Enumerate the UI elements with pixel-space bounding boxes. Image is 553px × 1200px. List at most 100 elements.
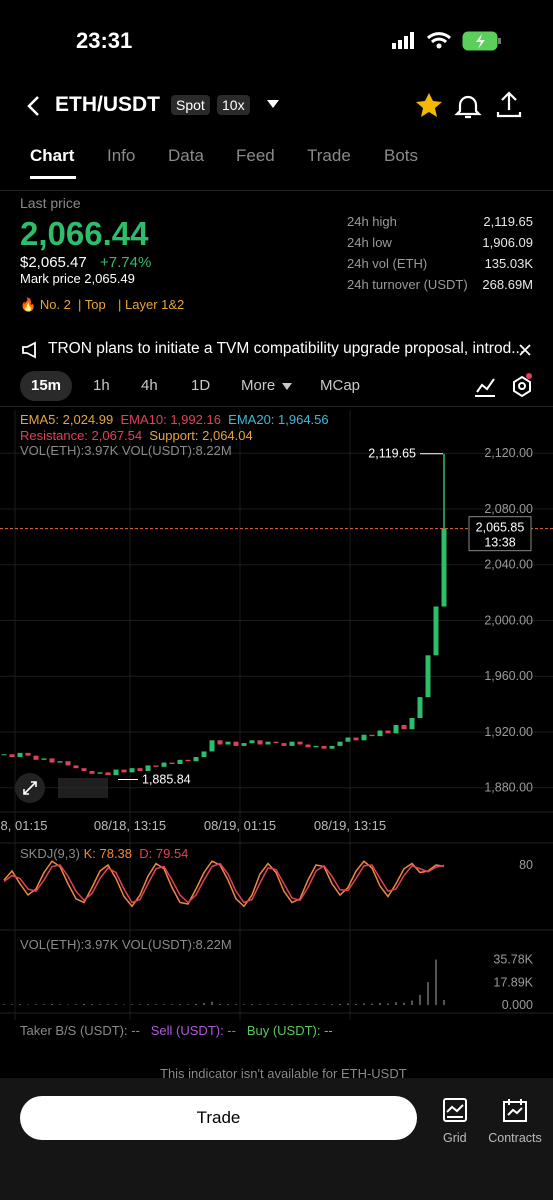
volume-bar xyxy=(283,1004,285,1005)
back-button[interactable] xyxy=(22,94,46,118)
low-label: 1,885.84 xyxy=(142,773,191,787)
header-actions[interactable] xyxy=(414,90,539,120)
y-tick-label: 1,880.00 xyxy=(484,781,533,795)
trade-button[interactable]: Trade xyxy=(20,1096,417,1140)
interval[interactable]: 1h xyxy=(93,377,110,394)
candle xyxy=(385,730,391,734)
ema5: EMA5: 2,024.99 xyxy=(20,412,114,427)
x-tick-label: 08/18, 13:15 xyxy=(94,818,166,833)
candle xyxy=(33,755,39,760)
volume-bar xyxy=(291,1004,293,1005)
candle xyxy=(217,740,223,745)
volume-bar xyxy=(227,1004,229,1005)
volume-bar xyxy=(323,1004,325,1005)
grid-button-label[interactable]: Grid xyxy=(443,1131,467,1145)
bottom-icons[interactable] xyxy=(441,1097,541,1125)
indicator-row: Resistance: 2,067.54 Support: 2,064.04 xyxy=(20,428,253,443)
x-tick-label: 8/18, 01:15 xyxy=(0,818,48,833)
volume-bar xyxy=(331,1004,333,1005)
candle xyxy=(369,734,375,737)
tab[interactable]: Chart xyxy=(30,146,75,165)
contracts-button-label[interactable]: Contracts xyxy=(488,1131,542,1145)
mark-price: Mark price 2,065.49 xyxy=(20,271,135,286)
k-label: K: 78.38 xyxy=(83,846,133,861)
candle xyxy=(97,772,103,774)
volume-bar xyxy=(115,1004,117,1005)
interval[interactable]: 4h xyxy=(141,377,158,394)
taker-title: Taker B/S (USDT): -- xyxy=(20,1023,140,1038)
stat-value: 135.03K xyxy=(484,256,533,271)
volume-bar xyxy=(371,1003,373,1005)
divider xyxy=(0,190,553,191)
volume-bar xyxy=(355,1003,357,1005)
pair-title[interactable]: ETH/USDT xyxy=(55,93,160,116)
volume-bar xyxy=(363,1003,365,1005)
ema10: EMA10: 1,992.16 xyxy=(120,412,221,427)
current-price-label: 2,065.85 xyxy=(476,521,525,535)
volume-bar xyxy=(99,1004,101,1005)
divider xyxy=(0,406,553,407)
candle xyxy=(313,745,319,748)
volume-bar xyxy=(339,1003,341,1005)
candle xyxy=(265,741,271,745)
taker-sell: Sell (USDT): -- xyxy=(150,1023,236,1038)
dropdown-icon[interactable] xyxy=(265,98,281,110)
high-label: 2,119.65 xyxy=(368,447,416,461)
kdj-line xyxy=(3,862,445,904)
volume-bar xyxy=(83,1003,85,1005)
candle xyxy=(209,740,215,752)
y-tick-label: 2,120.00 xyxy=(484,446,533,460)
chart-tools[interactable] xyxy=(472,372,538,400)
interval[interactable]: 15m xyxy=(31,377,62,394)
volume-bar xyxy=(307,1004,309,1005)
candle xyxy=(153,765,159,767)
vol-eth: VOL(ETH):3.97K xyxy=(20,937,119,952)
last-price-label: Last price xyxy=(20,195,81,211)
candle xyxy=(225,741,231,745)
volume-bar xyxy=(3,1004,5,1005)
tab[interactable]: Data xyxy=(168,146,204,165)
interval[interactable]: More xyxy=(241,377,276,394)
d-label: D: 79.54 xyxy=(139,846,189,861)
close-news[interactable] xyxy=(518,343,532,357)
candle xyxy=(329,745,335,749)
volume-bar xyxy=(35,1004,37,1005)
candle xyxy=(137,768,143,771)
volume-bar xyxy=(203,1003,205,1005)
x-tick-label: 08/19, 13:15 xyxy=(314,818,386,833)
y-tick-label: 1,960.00 xyxy=(484,669,533,683)
candle xyxy=(433,606,439,656)
vol-usdt: VOL(USDT):8.22M xyxy=(121,937,232,952)
interval[interactable]: MCap xyxy=(320,377,361,394)
volume-bar xyxy=(411,1000,413,1005)
interval[interactable]: 1D xyxy=(191,377,211,394)
vol-eth: VOL(ETH):3.97K xyxy=(20,443,119,458)
candle xyxy=(25,752,31,756)
candle xyxy=(105,772,111,776)
news-ticker[interactable]: TRON plans to initiate a TVM compatibili… xyxy=(48,340,525,357)
dropdown-icon[interactable] xyxy=(281,382,293,391)
candle xyxy=(145,765,151,771)
candle xyxy=(233,741,239,746)
candle xyxy=(17,752,23,758)
volume-bar xyxy=(27,1004,29,1005)
tab[interactable]: Feed xyxy=(236,146,275,165)
tag[interactable]: | Layer 1&2 xyxy=(118,297,185,312)
volume-bar xyxy=(91,1004,93,1005)
price-change: +7.74% xyxy=(100,254,152,271)
volume-bar xyxy=(147,1004,149,1005)
volume-bar xyxy=(155,1004,157,1005)
expand-icon xyxy=(23,781,37,795)
tag[interactable]: 🔥 No. 2 xyxy=(20,297,71,312)
tab[interactable]: Info xyxy=(107,146,136,165)
tag[interactable]: | Top xyxy=(78,297,106,312)
candle xyxy=(361,734,367,741)
tab[interactable]: Bots xyxy=(384,146,419,165)
y-tick-label: 2,000.00 xyxy=(484,613,533,627)
candle xyxy=(401,724,407,730)
taker-row: Taker B/S (USDT): -- Sell (USDT): -- Buy… xyxy=(20,1023,333,1038)
y-tick-label: 80 xyxy=(519,858,533,872)
tag-text: Top xyxy=(84,297,106,312)
tab[interactable]: Trade xyxy=(307,146,351,165)
